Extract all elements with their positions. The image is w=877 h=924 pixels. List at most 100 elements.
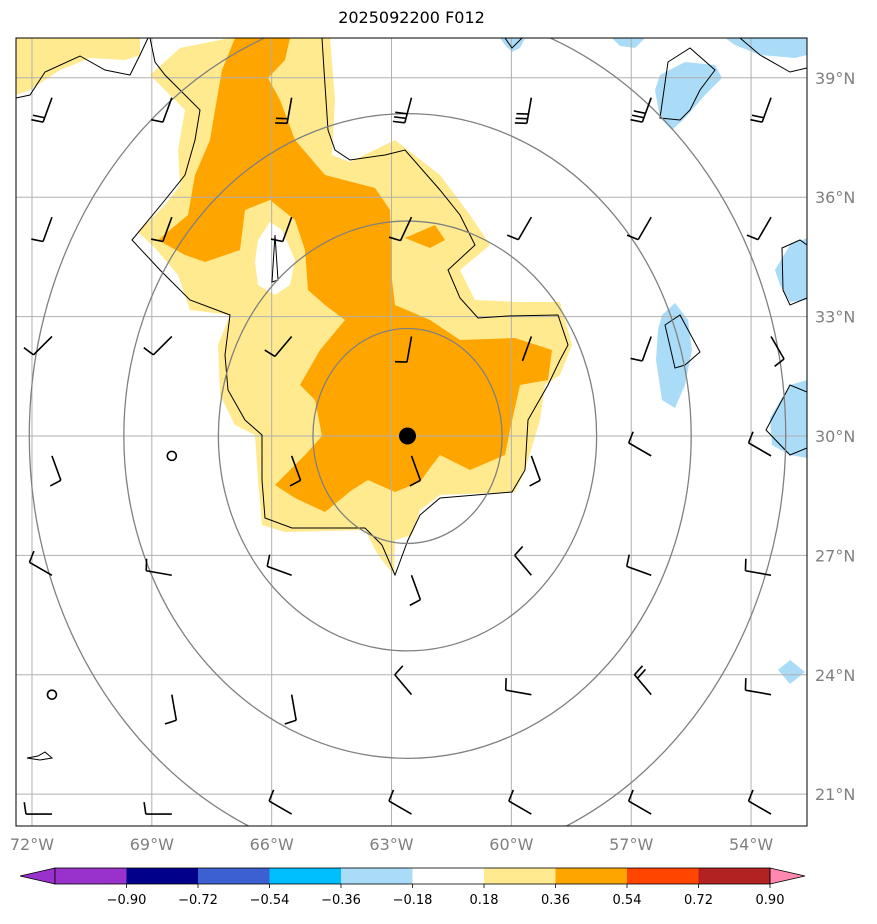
colorbar-tick-label: 0.36	[541, 893, 570, 908]
wind-barb	[143, 802, 172, 815]
lat-tick-label: 24°N	[815, 666, 855, 685]
contour-hole	[271, 234, 279, 283]
colorbar-segment	[126, 868, 198, 884]
range-ring	[28, 38, 787, 826]
map-title: 2025092200 F012	[338, 8, 485, 27]
wind-barb	[633, 665, 652, 696]
wind-barb	[409, 574, 422, 607]
wind-barb	[151, 216, 173, 243]
lat-tick-label: 33°N	[815, 308, 855, 327]
wind-barb	[145, 558, 172, 577]
wind-barb	[506, 216, 533, 241]
range-ring	[217, 220, 598, 652]
wind-barb	[627, 431, 652, 457]
wind-barb	[394, 665, 413, 696]
wind-barb	[151, 97, 173, 123]
wind-barb	[750, 97, 772, 123]
wind-barb	[627, 789, 652, 815]
lon-tick-label: 54°W	[729, 835, 773, 854]
longitude-labels: 72°W 69°W 66°W 63°W 60°W 57°W 54°W	[10, 835, 773, 854]
wind-barb	[31, 216, 53, 243]
wind-barb	[49, 455, 62, 487]
wind-barb	[770, 336, 785, 368]
colorbar-tick-label: 0.54	[613, 893, 642, 908]
storm-center-marker	[399, 427, 417, 445]
calm-wind-marker	[46, 689, 58, 700]
wind-barb	[744, 558, 772, 577]
negative-anomaly-region-e1	[656, 303, 692, 408]
wind-barb	[504, 678, 532, 696]
colorbar-segment	[269, 868, 341, 884]
colorbar-segment	[555, 868, 627, 884]
wind-barb	[514, 545, 532, 576]
plot-area	[16, 38, 807, 826]
colorbar-segment	[484, 868, 556, 884]
colorbar-tick-label: −0.18	[393, 893, 433, 908]
wind-barb	[508, 789, 532, 815]
wind-barbs	[23, 97, 785, 815]
colorbar-segment	[198, 868, 270, 884]
wind-barb	[264, 335, 293, 358]
wind-barb	[388, 216, 413, 242]
wind-barb	[747, 789, 772, 815]
colorbar-segment	[627, 868, 699, 884]
contour-top	[504, 38, 523, 49]
coastline-bermuda	[26, 751, 54, 761]
colorbar-extend-high	[769, 867, 806, 885]
lat-tick-label: 27°N	[815, 546, 855, 565]
range-ring	[312, 327, 503, 545]
wind-barb	[521, 336, 533, 362]
wind-barb	[744, 678, 772, 696]
lon-tick-label: 72°W	[10, 835, 54, 854]
wind-barb	[746, 216, 772, 241]
calm-wind-marker	[166, 450, 178, 462]
lon-tick-label: 57°W	[609, 835, 653, 854]
wind-barb	[143, 335, 173, 356]
wind-barb	[630, 97, 652, 123]
lat-tick-label: 30°N	[815, 427, 855, 446]
wind-barb	[270, 216, 293, 243]
negative-anomaly-region-top	[725, 38, 807, 58]
colorbar-tick-label: 0.72	[684, 893, 713, 908]
lat-tick-label: 21°N	[815, 785, 855, 804]
wind-barb	[388, 789, 412, 815]
wind-barb	[266, 554, 292, 577]
wind-barb	[164, 694, 178, 725]
wind-barb	[409, 455, 422, 487]
wind-barb	[625, 554, 652, 577]
lon-tick-label: 66°W	[250, 835, 294, 854]
contour-e1	[664, 314, 701, 369]
positive-anomaly-moderate-region	[158, 38, 552, 512]
wind-barb	[275, 97, 293, 125]
gridlines	[16, 38, 807, 826]
wind-barb	[630, 336, 652, 362]
anomaly-shading	[16, 38, 807, 684]
wind-barb	[23, 335, 53, 356]
contour-nw	[16, 38, 149, 99]
colorbar: −0.90 −0.72 −0.54 −0.36 −0.18 0.18 0.36 0.54 0.7…	[19, 867, 806, 908]
wind-barb	[394, 336, 413, 363]
wind-barb	[23, 802, 52, 815]
colorbar-tick-label: −0.36	[321, 893, 361, 908]
colorbar-segment	[55, 868, 127, 884]
colorbar-tick-label: 0.18	[470, 893, 499, 908]
wind-barb	[268, 789, 293, 815]
colorbar-segment	[412, 868, 484, 884]
wind-barb	[392, 97, 413, 124]
wind-barb	[28, 550, 53, 576]
colorbar-tick-label: 0.90	[756, 893, 785, 908]
wind-barb	[747, 431, 772, 457]
lon-tick-label: 63°W	[369, 835, 413, 854]
lat-tick-label: 36°N	[815, 188, 855, 207]
positive-anomaly-moderate-small	[405, 225, 445, 248]
colorbar-segment	[341, 868, 413, 884]
lat-tick-label: 39°N	[815, 69, 855, 88]
lon-tick-label: 60°W	[489, 835, 533, 854]
wind-barb	[31, 97, 53, 123]
contour-main	[131, 38, 569, 577]
negative-anomaly-region-top2	[500, 38, 645, 52]
colorbar-tick-label: −0.72	[178, 893, 218, 908]
negative-anomaly-region-ne	[655, 62, 722, 130]
colorbar-segment	[698, 868, 770, 884]
colorbar-tick-label: −0.90	[107, 893, 147, 908]
